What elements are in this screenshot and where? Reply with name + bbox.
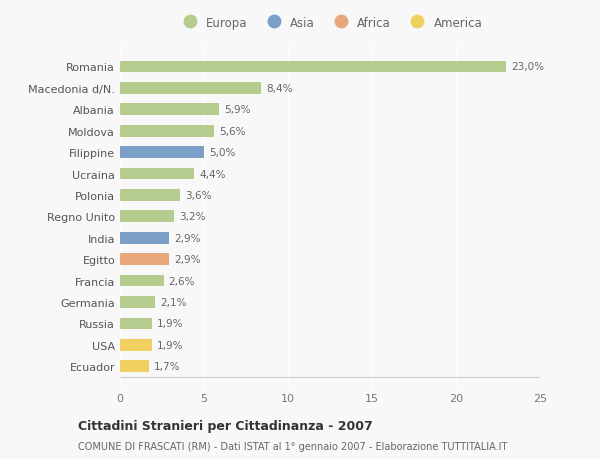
Text: 2,9%: 2,9% — [174, 255, 200, 264]
Bar — [120, 254, 169, 265]
Bar — [120, 275, 164, 287]
Text: 23,0%: 23,0% — [511, 62, 544, 73]
Text: 5,9%: 5,9% — [224, 105, 251, 115]
Legend: Europa, Asia, Africa, America: Europa, Asia, Africa, America — [175, 14, 485, 32]
Bar — [120, 168, 194, 180]
Bar — [120, 83, 261, 95]
Text: 2,6%: 2,6% — [169, 276, 195, 286]
Text: 1,9%: 1,9% — [157, 340, 184, 350]
Text: 5,0%: 5,0% — [209, 148, 235, 158]
Bar — [120, 361, 149, 372]
Text: 5,6%: 5,6% — [219, 126, 245, 136]
Bar — [120, 62, 506, 73]
Text: 1,7%: 1,7% — [154, 361, 180, 371]
Text: 3,6%: 3,6% — [185, 190, 212, 201]
Bar — [120, 297, 155, 308]
Text: 1,9%: 1,9% — [157, 319, 184, 329]
Text: Cittadini Stranieri per Cittadinanza - 2007: Cittadini Stranieri per Cittadinanza - 2… — [78, 419, 373, 432]
Bar — [120, 147, 204, 159]
Bar — [120, 104, 219, 116]
Text: 4,4%: 4,4% — [199, 169, 226, 179]
Bar — [120, 126, 214, 137]
Text: COMUNE DI FRASCATI (RM) - Dati ISTAT al 1° gennaio 2007 - Elaborazione TUTTITALI: COMUNE DI FRASCATI (RM) - Dati ISTAT al … — [78, 441, 508, 451]
Bar — [120, 318, 152, 330]
Text: 2,9%: 2,9% — [174, 233, 200, 243]
Text: 3,2%: 3,2% — [179, 212, 205, 222]
Bar — [120, 211, 174, 223]
Text: 2,1%: 2,1% — [160, 297, 187, 308]
Bar — [120, 232, 169, 244]
Bar — [120, 339, 152, 351]
Text: 8,4%: 8,4% — [266, 84, 293, 94]
Bar — [120, 190, 181, 202]
